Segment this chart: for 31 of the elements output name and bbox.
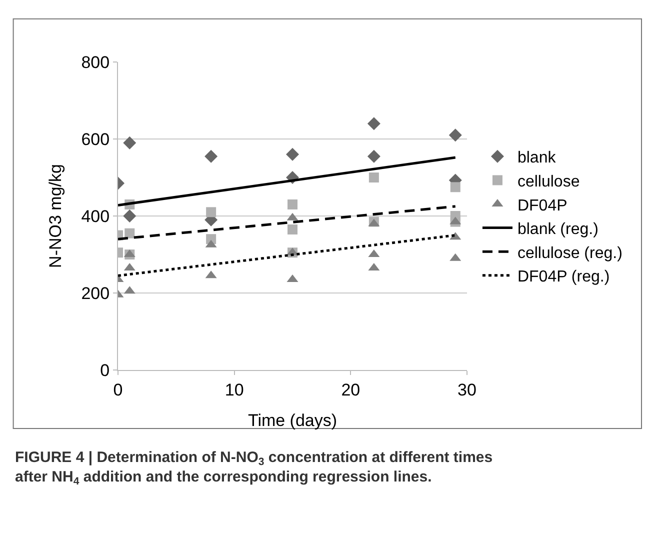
point xyxy=(286,148,299,161)
y-tick-label: 800 xyxy=(81,52,110,72)
point xyxy=(124,228,135,238)
legend-label: blank xyxy=(517,150,557,167)
x-axis-title: Time (days) xyxy=(248,410,338,430)
point xyxy=(123,210,136,222)
x-tick-label: 0 xyxy=(113,380,123,400)
point xyxy=(288,224,298,234)
y-tick-label: 600 xyxy=(81,130,110,149)
legend-label: DF04P (reg.) xyxy=(517,268,610,286)
legend-label: DF04P xyxy=(517,197,568,214)
text: FIGURE 4 | Determination of N-NO$_{3}$ concentration at different times after NH$_{4}$ addition and the corresponding regression lines. xyxy=(15,449,493,488)
y-tick-label: 200 xyxy=(81,284,110,303)
point xyxy=(288,199,298,210)
point xyxy=(367,150,380,163)
x-tick-label: 10 xyxy=(224,380,244,400)
legend-label: cellulose (reg.) xyxy=(517,244,622,262)
point xyxy=(368,172,379,182)
y-tick-label: 400 xyxy=(81,206,110,226)
point xyxy=(448,128,462,142)
point xyxy=(123,136,136,150)
point xyxy=(367,117,380,130)
point xyxy=(204,150,218,163)
legend-label: blank (reg.) xyxy=(517,221,598,238)
point xyxy=(206,207,216,218)
y-tick-label: 0 xyxy=(100,360,110,380)
y-axis-title: N-NO3 mg/kg xyxy=(46,164,65,268)
legend-label: cellulose xyxy=(517,173,580,190)
x-tick-label: 30 xyxy=(458,380,476,400)
point xyxy=(450,182,460,192)
x-tick-label: 20 xyxy=(341,380,360,400)
